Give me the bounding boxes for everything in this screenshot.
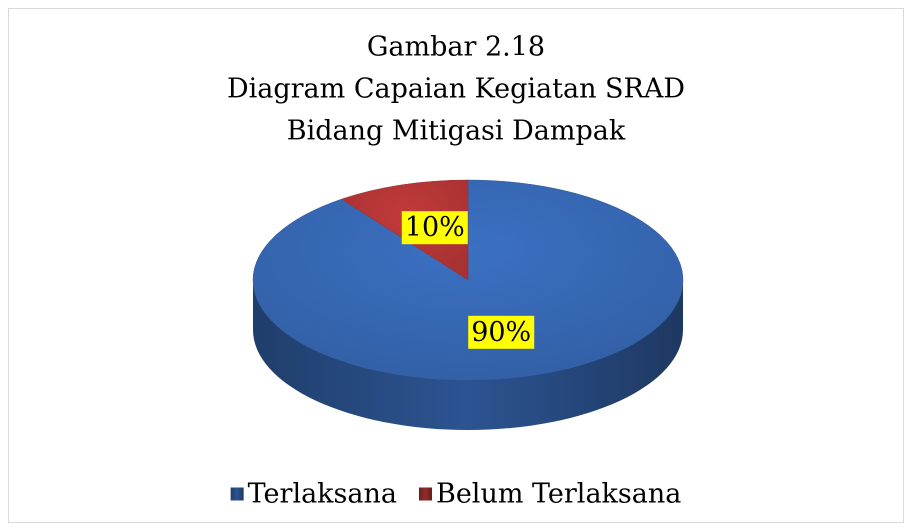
chart-title: Diagram Capaian Kegiatan SRAD xyxy=(227,74,685,105)
legend-label: Terlaksana xyxy=(248,479,397,510)
value-label-bg xyxy=(468,315,535,349)
chart-title: Bidang Mitigasi Dampak xyxy=(287,116,626,147)
value-label-bg xyxy=(401,211,468,245)
value-label: 10% xyxy=(405,212,465,243)
value-label: 90% xyxy=(471,317,531,348)
legend-label: Belum Terlaksana xyxy=(436,479,681,510)
pie-side xyxy=(253,280,683,430)
chart-title: Gambar 2.18 xyxy=(367,32,545,63)
legend-swatch xyxy=(230,487,244,501)
legend-swatch xyxy=(418,487,432,501)
